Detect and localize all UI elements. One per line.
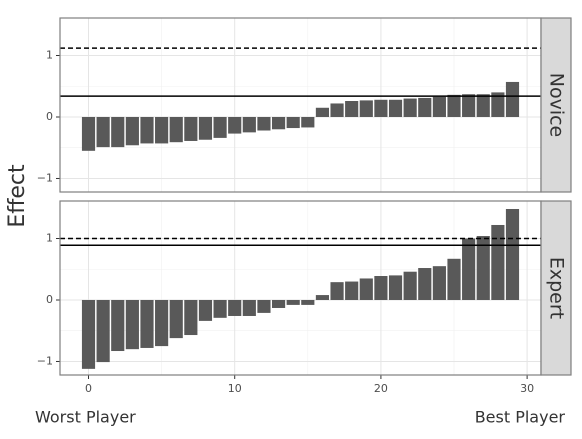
facet-label: Novice (546, 73, 568, 138)
bar (111, 116, 125, 148)
bar (213, 116, 227, 138)
y-tick-label: 1 (46, 49, 53, 62)
bar (374, 276, 388, 300)
bar (403, 271, 417, 300)
bar (198, 116, 213, 140)
facet-strip (540, 200, 572, 376)
x-tick-label: 10 (228, 382, 242, 395)
bar (505, 81, 520, 117)
bar (388, 99, 403, 117)
y-tick-label: −1 (37, 171, 53, 184)
bar (242, 299, 256, 316)
y-tick-label: −1 (37, 354, 53, 367)
bar (505, 208, 520, 300)
x-tick-label: 20 (374, 382, 388, 395)
bar (257, 116, 271, 131)
bar (81, 116, 96, 151)
bar (330, 103, 344, 117)
bar (286, 116, 300, 129)
annotation: Best Player (475, 408, 566, 427)
bar (315, 107, 330, 117)
x-tick-label: 30 (520, 382, 534, 395)
bar (125, 299, 139, 350)
bar (198, 299, 213, 321)
y-axis-label: Effect (5, 164, 30, 228)
bar (359, 278, 373, 300)
bar (432, 266, 446, 300)
bar (476, 94, 490, 117)
bar (462, 238, 476, 300)
bar (125, 116, 139, 146)
bar (213, 299, 227, 318)
bar (418, 268, 432, 300)
bar (169, 299, 183, 339)
bar (271, 116, 286, 130)
bar (271, 299, 286, 308)
bar (242, 116, 256, 133)
bar (184, 299, 198, 336)
bar (345, 281, 359, 300)
bar (447, 94, 461, 117)
bar (491, 224, 505, 300)
x-tick-label: 0 (85, 382, 92, 395)
facet-label: Expert (546, 257, 568, 319)
bar (111, 299, 125, 352)
bar (388, 275, 403, 300)
panel-background (60, 201, 541, 375)
bar (301, 116, 315, 128)
bar (447, 258, 461, 300)
bar (184, 116, 198, 141)
bar (228, 299, 242, 316)
bar (155, 116, 169, 144)
bar (418, 97, 432, 117)
facet-strip (540, 17, 572, 193)
bar (228, 116, 242, 134)
bar (374, 99, 388, 117)
y-tick-label: 0 (46, 293, 53, 306)
bar (96, 299, 110, 363)
bar (403, 98, 417, 117)
bar (96, 116, 110, 148)
bar (330, 282, 344, 300)
y-tick-label: 0 (46, 110, 53, 123)
bar (81, 299, 96, 369)
bar (169, 116, 183, 143)
bar (491, 92, 505, 117)
panel-background (60, 18, 541, 192)
bar (462, 94, 476, 117)
bar (155, 299, 169, 347)
bar (257, 299, 271, 313)
bar (315, 295, 330, 300)
annotation: Worst Player (35, 408, 136, 427)
bar (286, 299, 300, 305)
bar (301, 299, 315, 305)
bar (345, 101, 359, 117)
bar (359, 100, 373, 117)
bar (140, 116, 154, 144)
bar (140, 299, 154, 348)
bar (432, 96, 446, 117)
bar (476, 236, 490, 300)
y-tick-label: 1 (46, 232, 53, 245)
